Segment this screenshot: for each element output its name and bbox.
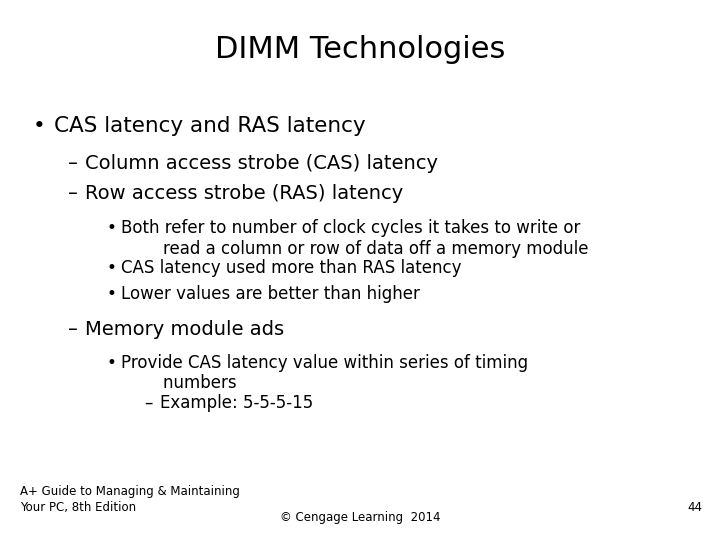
Text: A+ Guide to Managing & Maintaining
Your PC, 8th Edition: A+ Guide to Managing & Maintaining Your …: [20, 485, 240, 514]
Text: Row access strobe (RAS) latency: Row access strobe (RAS) latency: [85, 184, 403, 202]
Text: DIMM Technologies: DIMM Technologies: [215, 35, 505, 64]
Text: –: –: [68, 320, 78, 339]
Text: Memory module ads: Memory module ads: [85, 320, 284, 339]
Text: •: •: [107, 219, 117, 237]
Text: © Cengage Learning  2014: © Cengage Learning 2014: [280, 511, 440, 524]
Text: •: •: [107, 354, 117, 372]
Text: Both refer to number of clock cycles it takes to write or
        read a column : Both refer to number of clock cycles it …: [121, 219, 588, 258]
Text: •: •: [107, 259, 117, 277]
Text: –: –: [68, 184, 78, 202]
Text: •: •: [107, 285, 117, 302]
Text: –: –: [68, 154, 78, 173]
Text: CAS latency and RAS latency: CAS latency and RAS latency: [54, 116, 366, 136]
Text: Lower values are better than higher: Lower values are better than higher: [121, 285, 420, 302]
Text: Column access strobe (CAS) latency: Column access strobe (CAS) latency: [85, 154, 438, 173]
Text: Provide CAS latency value within series of timing
        numbers: Provide CAS latency value within series …: [121, 354, 528, 393]
Text: CAS latency used more than RAS latency: CAS latency used more than RAS latency: [121, 259, 462, 277]
Text: Example: 5-5-5-15: Example: 5-5-5-15: [160, 394, 313, 412]
Text: –: –: [144, 394, 153, 412]
Text: •: •: [32, 116, 45, 136]
Text: 44: 44: [687, 501, 702, 514]
